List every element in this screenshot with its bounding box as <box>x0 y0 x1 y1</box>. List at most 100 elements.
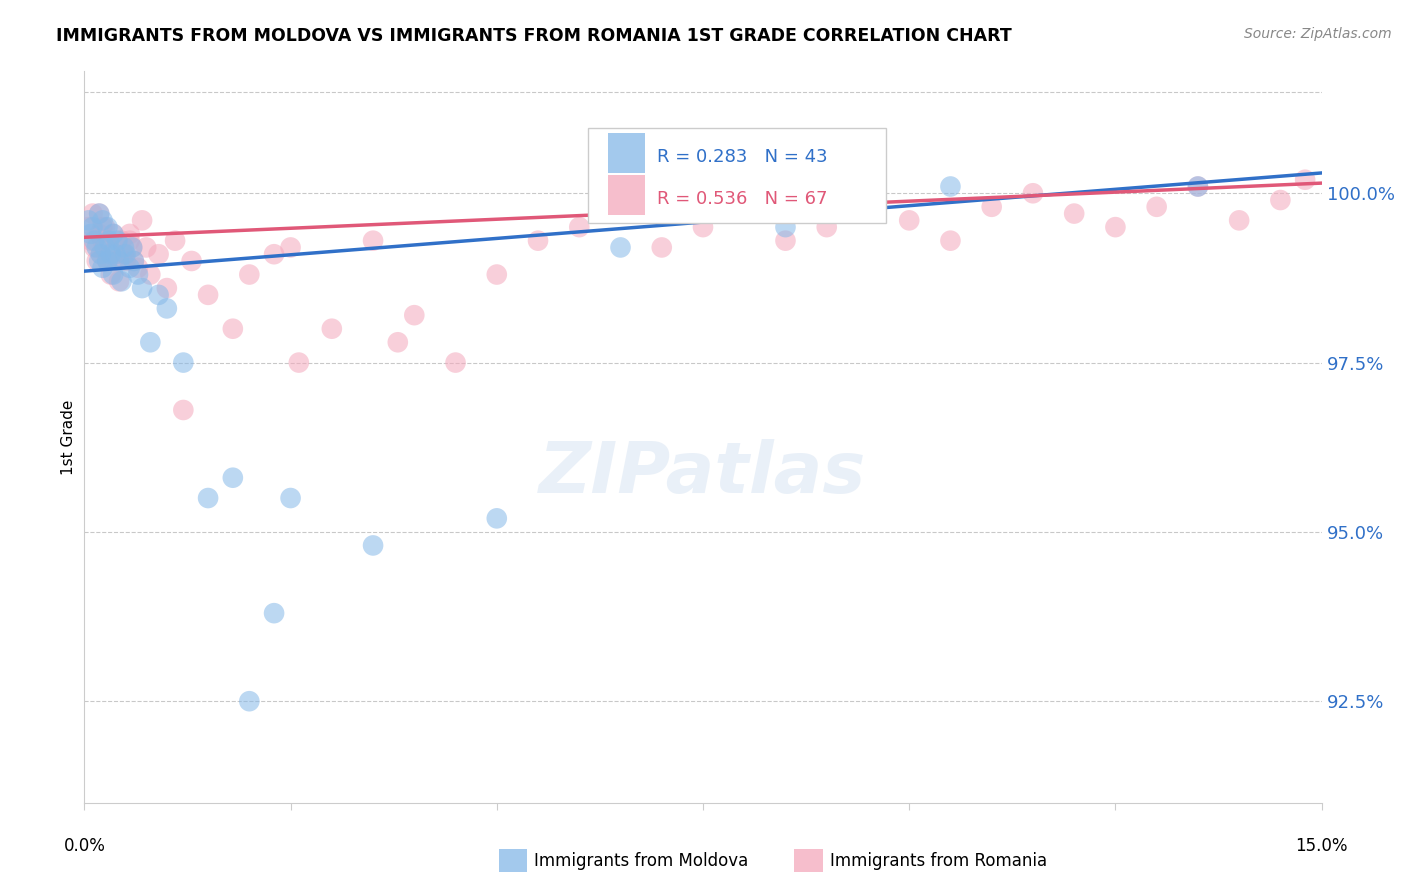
Point <box>131 213 153 227</box>
Point <box>91 260 114 275</box>
Point <box>280 240 302 254</box>
Point <box>122 254 145 268</box>
Point <box>238 268 260 282</box>
Point <box>898 213 921 227</box>
Point <box>83 234 105 248</box>
Point <box>105 254 128 268</box>
Point <box>280 491 302 505</box>
Point <box>568 220 591 235</box>
Point <box>104 240 127 254</box>
Point <box>112 247 135 261</box>
Point <box>222 322 245 336</box>
Point <box>939 179 962 194</box>
Point <box>127 260 149 275</box>
Point <box>733 206 755 220</box>
Point <box>1270 193 1292 207</box>
Point <box>103 227 125 241</box>
Point <box>86 254 108 268</box>
Point <box>238 694 260 708</box>
Point <box>172 403 194 417</box>
Point <box>321 322 343 336</box>
Point <box>82 206 104 220</box>
Point <box>139 268 162 282</box>
Point <box>815 220 838 235</box>
Point <box>156 281 179 295</box>
Point <box>110 274 132 288</box>
Point <box>222 471 245 485</box>
Point <box>96 220 118 235</box>
Point <box>135 240 157 254</box>
Point <box>108 254 131 268</box>
Point <box>90 247 112 261</box>
Point <box>485 511 508 525</box>
Point <box>114 254 136 268</box>
Point <box>180 254 202 268</box>
Point <box>118 260 141 275</box>
Text: IMMIGRANTS FROM MOLDOVA VS IMMIGRANTS FROM ROMANIA 1ST GRADE CORRELATION CHART: IMMIGRANTS FROM MOLDOVA VS IMMIGRANTS FR… <box>56 27 1012 45</box>
Point <box>83 240 105 254</box>
Point <box>156 301 179 316</box>
Point <box>110 234 132 248</box>
FancyBboxPatch shape <box>588 128 886 224</box>
Text: 0.0%: 0.0% <box>63 837 105 855</box>
Point <box>98 240 121 254</box>
Point <box>121 240 143 254</box>
Point <box>1187 179 1209 194</box>
Point <box>91 234 114 248</box>
Point <box>609 206 631 220</box>
Point <box>104 247 127 261</box>
Point <box>114 247 136 261</box>
Point <box>172 355 194 369</box>
Point <box>80 227 103 241</box>
Point <box>139 335 162 350</box>
Point <box>100 247 122 261</box>
Point <box>82 220 104 235</box>
Point <box>77 220 100 235</box>
Point <box>148 247 170 261</box>
Point <box>112 240 135 254</box>
Point <box>90 247 112 261</box>
Point <box>1063 206 1085 220</box>
Point <box>692 220 714 235</box>
Point <box>148 288 170 302</box>
Bar <box>607 133 645 173</box>
Point <box>288 355 311 369</box>
Text: R = 0.283   N = 43: R = 0.283 N = 43 <box>657 148 828 166</box>
Point <box>103 268 125 282</box>
Point <box>609 240 631 254</box>
Point <box>100 268 122 282</box>
Point <box>89 206 111 220</box>
Point <box>121 240 143 254</box>
Point <box>404 308 426 322</box>
Point <box>103 227 125 241</box>
Point <box>361 234 384 248</box>
Point <box>108 274 131 288</box>
Point <box>77 213 100 227</box>
Point <box>263 606 285 620</box>
Text: ZIPatlas: ZIPatlas <box>540 439 866 508</box>
Point <box>980 200 1002 214</box>
Point <box>122 254 145 268</box>
Point <box>1022 186 1045 201</box>
Point <box>1146 200 1168 214</box>
Text: Immigrants from Romania: Immigrants from Romania <box>830 852 1046 870</box>
Point <box>131 281 153 295</box>
Point <box>361 538 384 552</box>
Y-axis label: 1st Grade: 1st Grade <box>60 400 76 475</box>
Point <box>118 227 141 241</box>
Point <box>1104 220 1126 235</box>
Point <box>263 247 285 261</box>
Point <box>387 335 409 350</box>
Point <box>775 220 797 235</box>
Point <box>94 220 117 235</box>
Bar <box>607 175 645 215</box>
Point <box>1294 172 1316 186</box>
Point <box>96 254 118 268</box>
Point <box>197 288 219 302</box>
Point <box>1227 213 1250 227</box>
Point <box>86 240 108 254</box>
Point <box>96 254 118 268</box>
Point <box>98 234 121 248</box>
Point <box>89 206 111 220</box>
Point <box>91 213 114 227</box>
